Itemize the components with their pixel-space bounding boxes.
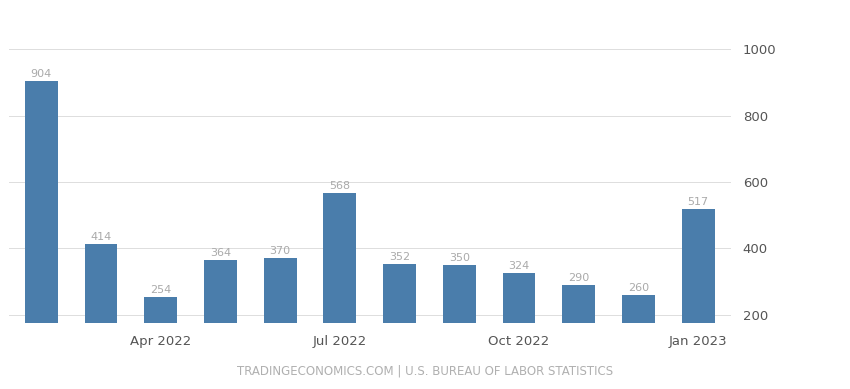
Text: 260: 260 — [628, 283, 649, 293]
Text: 370: 370 — [269, 246, 291, 256]
Text: TRADINGECONOMICS.COM | U.S. BUREAU OF LABOR STATISTICS: TRADINGECONOMICS.COM | U.S. BUREAU OF LA… — [237, 364, 613, 377]
Text: 350: 350 — [449, 253, 470, 263]
Bar — [682, 210, 715, 381]
Text: 414: 414 — [90, 231, 111, 242]
Bar — [264, 258, 297, 381]
Text: 290: 290 — [568, 273, 589, 283]
Bar — [622, 295, 654, 381]
Text: 517: 517 — [688, 198, 709, 207]
Bar — [563, 285, 595, 381]
Text: 352: 352 — [389, 252, 411, 262]
Bar — [502, 273, 536, 381]
Text: 254: 254 — [150, 285, 172, 295]
Text: 904: 904 — [31, 69, 52, 79]
Bar — [204, 260, 237, 381]
Bar — [25, 81, 58, 381]
Text: 324: 324 — [508, 261, 530, 272]
Bar — [85, 244, 117, 381]
Bar — [443, 265, 476, 381]
Bar — [324, 193, 356, 381]
Bar — [144, 297, 177, 381]
Bar — [383, 264, 416, 381]
Text: 568: 568 — [329, 180, 350, 191]
Text: 364: 364 — [210, 248, 231, 258]
